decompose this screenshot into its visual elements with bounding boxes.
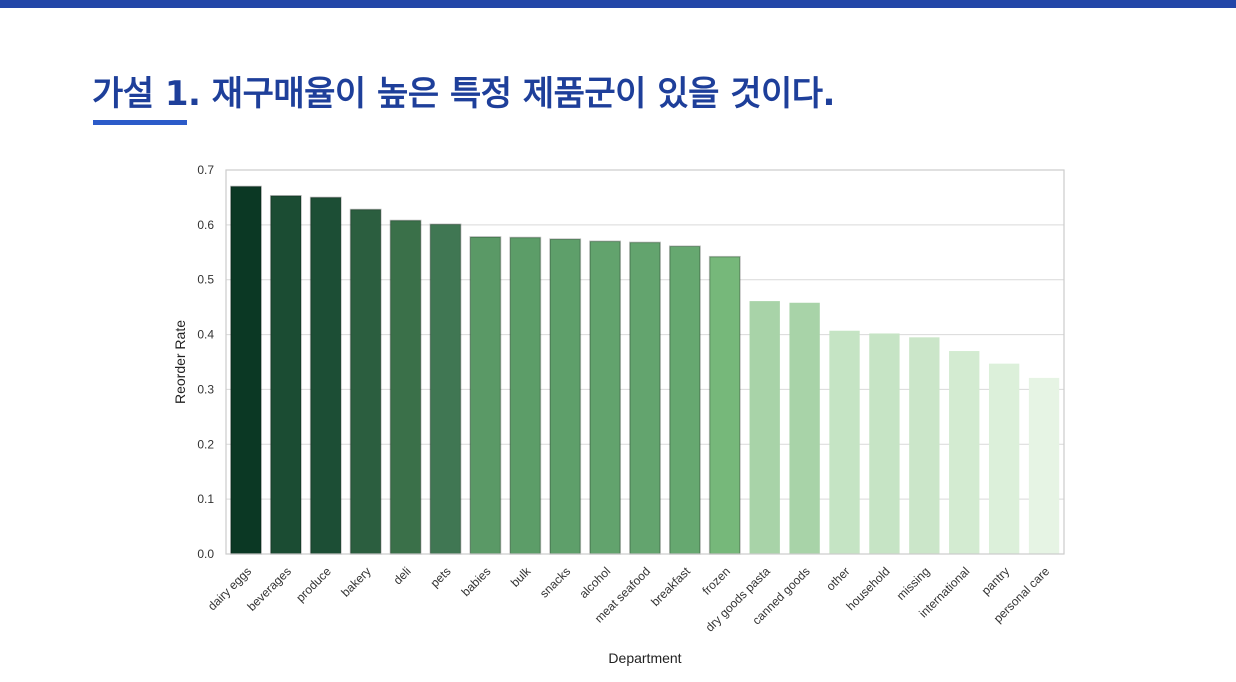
bar-canned-goods [789, 302, 820, 554]
bar-household [869, 333, 900, 554]
bar-deli [389, 219, 422, 555]
x-tick-label: alcohol [576, 564, 613, 601]
y-tick-label: 0.6 [197, 218, 214, 232]
bar-meat-seafood [629, 241, 661, 555]
x-tick-label: bulk [508, 564, 534, 590]
bar-dry-goods-pasta [749, 301, 780, 554]
x-tick-label: pantry [979, 564, 1012, 597]
y-tick-label: 0.7 [197, 163, 214, 177]
bar-pantry [988, 363, 1020, 554]
bar-babies [469, 236, 502, 555]
y-tick-label: 0.3 [197, 382, 214, 396]
bar-frozen [708, 255, 741, 555]
bar-breakfast [668, 245, 701, 555]
y-tick-label: 0.5 [197, 273, 214, 287]
x-axis-label: Department [608, 650, 681, 666]
title-underline [93, 120, 187, 125]
bar-alcohol [589, 240, 622, 555]
y-tick-labels: 0.0 0.1 0.2 0.3 0.4 0.5 0.6 0.7 [197, 163, 214, 561]
bars [230, 185, 1060, 555]
y-tick-label: 0.0 [197, 547, 214, 561]
x-tick-label: snacks [537, 564, 573, 600]
x-tick-label: missing [894, 564, 933, 603]
y-tick-label: 0.4 [197, 328, 214, 342]
x-tick-label: produce [293, 564, 334, 605]
y-tick-label: 0.2 [197, 437, 214, 451]
bar-other [829, 330, 860, 554]
bar-missing [909, 337, 940, 554]
x-tick-label: beverages [244, 564, 294, 614]
top-accent-bar [0, 0, 1236, 8]
x-tick-label: breakfast [648, 564, 693, 609]
bar-international [949, 351, 980, 554]
y-tick-label: 0.1 [197, 492, 214, 506]
bar-dairy-eggs [230, 185, 262, 555]
bar-personal-care [1028, 377, 1060, 554]
bar-produce [309, 196, 342, 555]
y-axis-label: Reorder Rate [172, 320, 188, 404]
x-tick-label: frozen [699, 564, 732, 597]
x-tick-label: other [823, 564, 852, 593]
x-tick-label: household [843, 564, 892, 613]
bar-snacks [549, 238, 582, 555]
bar-pets [429, 223, 462, 555]
bar-bakery [349, 208, 382, 555]
x-tick-label: babies [459, 564, 494, 599]
x-tick-label: bakery [338, 564, 373, 599]
bar-bulk [509, 236, 542, 555]
x-tick-label: deli [391, 564, 414, 587]
plot-frame [225, 169, 1065, 555]
bar-beverages [269, 195, 302, 555]
slide-title: 가설 1. 재구매율이 높은 특정 제품군이 있을 것이다. [92, 74, 835, 114]
x-tick-label: pets [428, 564, 454, 590]
